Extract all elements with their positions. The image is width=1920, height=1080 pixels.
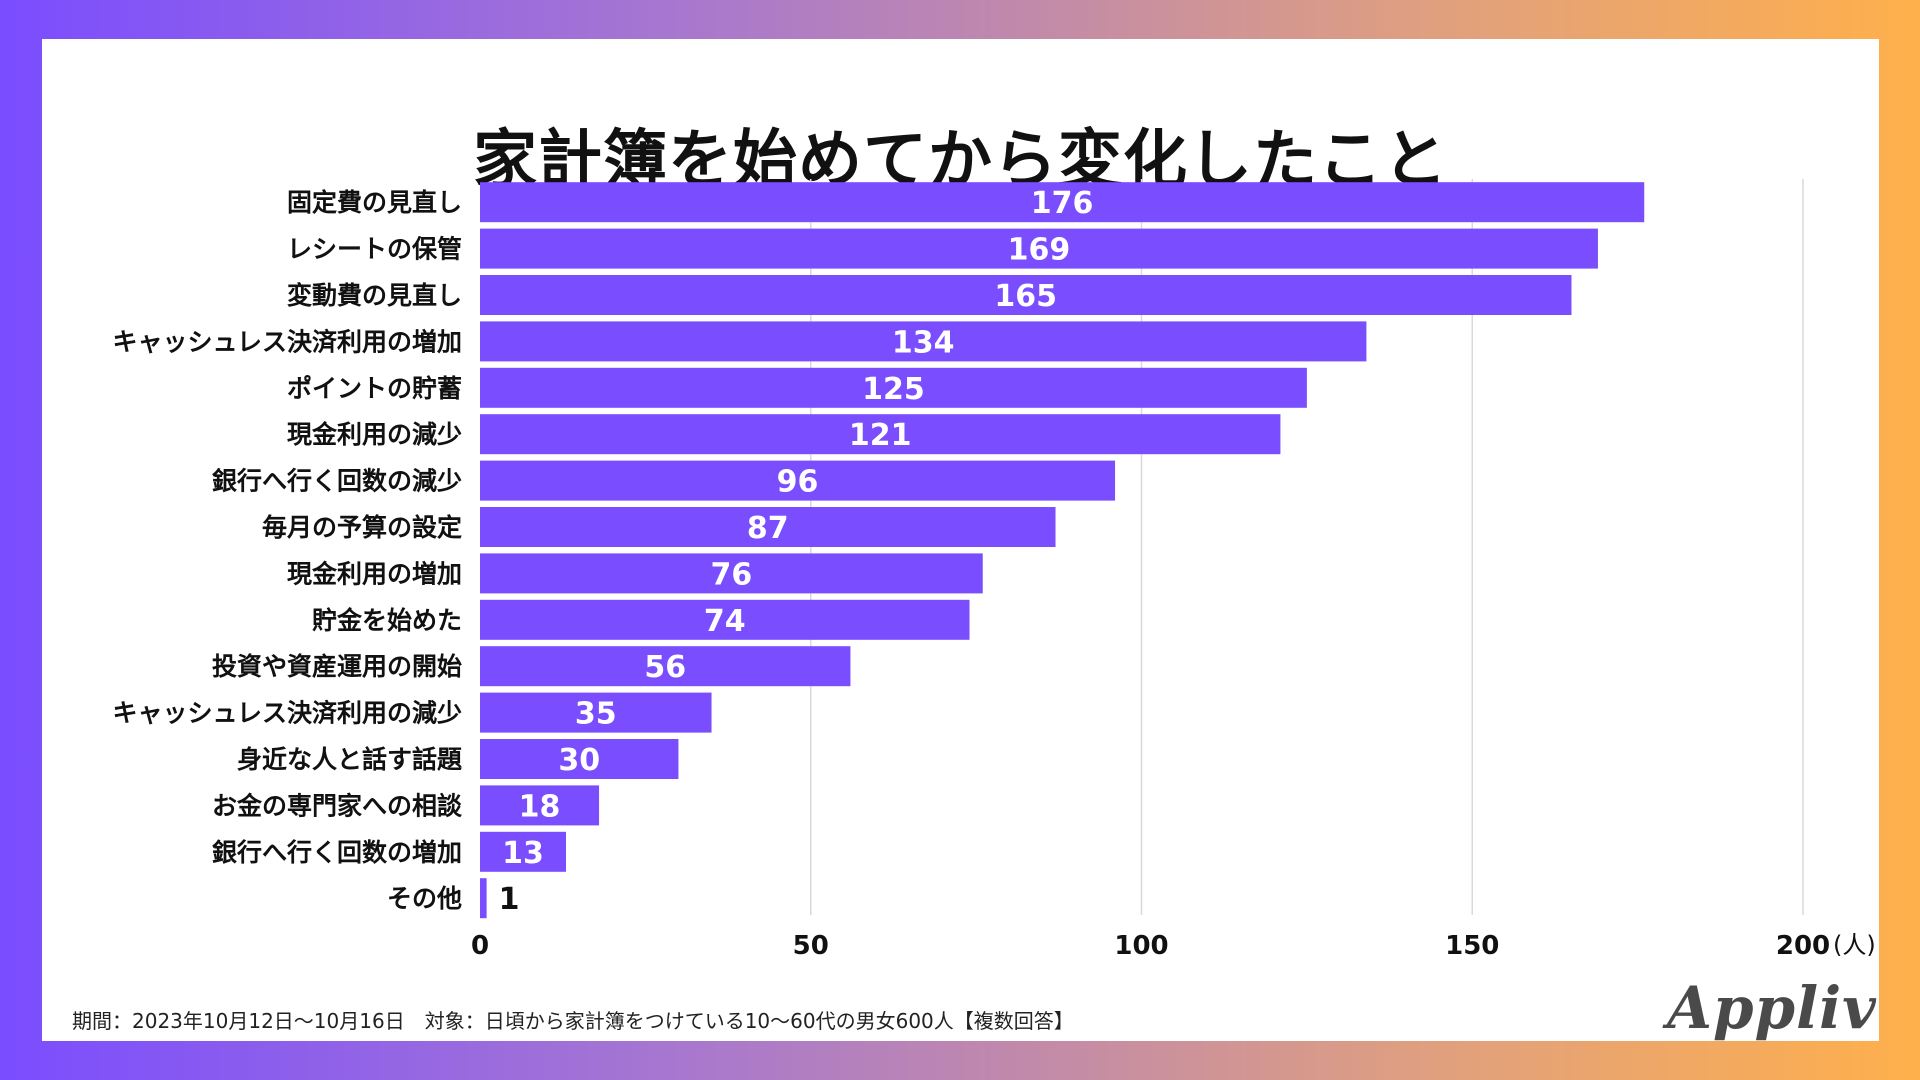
value-label: 18 (519, 789, 561, 824)
value-label: 30 (558, 743, 600, 778)
category-label: ポイントの貯蓄 (287, 374, 462, 403)
x-tick-label: 50 (793, 931, 829, 961)
value-label: 169 (1008, 233, 1071, 268)
value-label: 125 (862, 372, 925, 407)
bar (480, 321, 1367, 362)
value-label: 87 (747, 511, 789, 546)
x-tick-label: 0 (471, 931, 489, 961)
category-label: キャッシュレス決済利用の増加 (112, 327, 462, 356)
category-label: キャッシュレス決済利用の減少 (112, 699, 462, 728)
category-label: 変動費の見直し (287, 281, 462, 310)
value-label: 76 (710, 557, 752, 592)
category-label: レシートの保管 (287, 235, 462, 264)
category-label: 毎月の予算の設定 (262, 513, 462, 542)
category-label: 銀行へ行く回数の増加 (212, 838, 462, 867)
bar (480, 646, 851, 687)
bar (480, 878, 487, 919)
value-label: 134 (892, 325, 955, 360)
x-tick-label: 200 (1776, 931, 1830, 961)
bar (480, 367, 1307, 408)
value-label: 165 (994, 279, 1057, 314)
value-label: 56 (644, 650, 686, 685)
bar (480, 275, 1572, 315)
category-label: 貯金を始めた (312, 606, 462, 635)
x-unit-label: (人) (1833, 931, 1876, 959)
bar (480, 414, 1281, 455)
bar (480, 507, 1056, 547)
bar (480, 831, 566, 872)
x-tick-label: 150 (1445, 931, 1499, 961)
category-label: 現金利用の増加 (287, 559, 462, 588)
category-label: その他 (387, 884, 462, 913)
value-label: 35 (575, 697, 617, 732)
bar (480, 553, 983, 594)
value-label: 176 (1031, 186, 1094, 221)
category-label: 現金利用の減少 (287, 420, 462, 449)
bar (480, 739, 679, 779)
bar (480, 182, 1645, 223)
footnote: 期間：2023年10月12日〜10月16日 対象：日頃から家計簿をつけている10… (72, 1009, 1074, 1033)
bar (480, 460, 1116, 501)
category-label: 固定費の見直し (287, 188, 462, 217)
bar (480, 785, 600, 826)
category-label: 投資や資産運用の開始 (212, 652, 462, 681)
category-label: お金の専門家への相談 (212, 791, 463, 820)
value-label: 13 (502, 836, 544, 871)
value-label: 1 (499, 882, 520, 917)
x-tick-label: 100 (1114, 931, 1168, 961)
chart-card: 家計簿を始めてから変化したこと 固定費の見直し 176 レシートの保管 169 変動費の… (42, 39, 1879, 1042)
bar (480, 692, 712, 733)
appliv-logo: Appliv (1667, 974, 1877, 1042)
category-label: 銀行へ行く回数の減少 (212, 467, 462, 496)
value-label: 96 (777, 465, 819, 500)
value-label: 121 (849, 418, 912, 453)
bar (480, 228, 1598, 269)
category-label: 身近な人と話す話題 (237, 745, 463, 774)
value-label: 74 (704, 604, 746, 639)
bar (480, 599, 970, 640)
